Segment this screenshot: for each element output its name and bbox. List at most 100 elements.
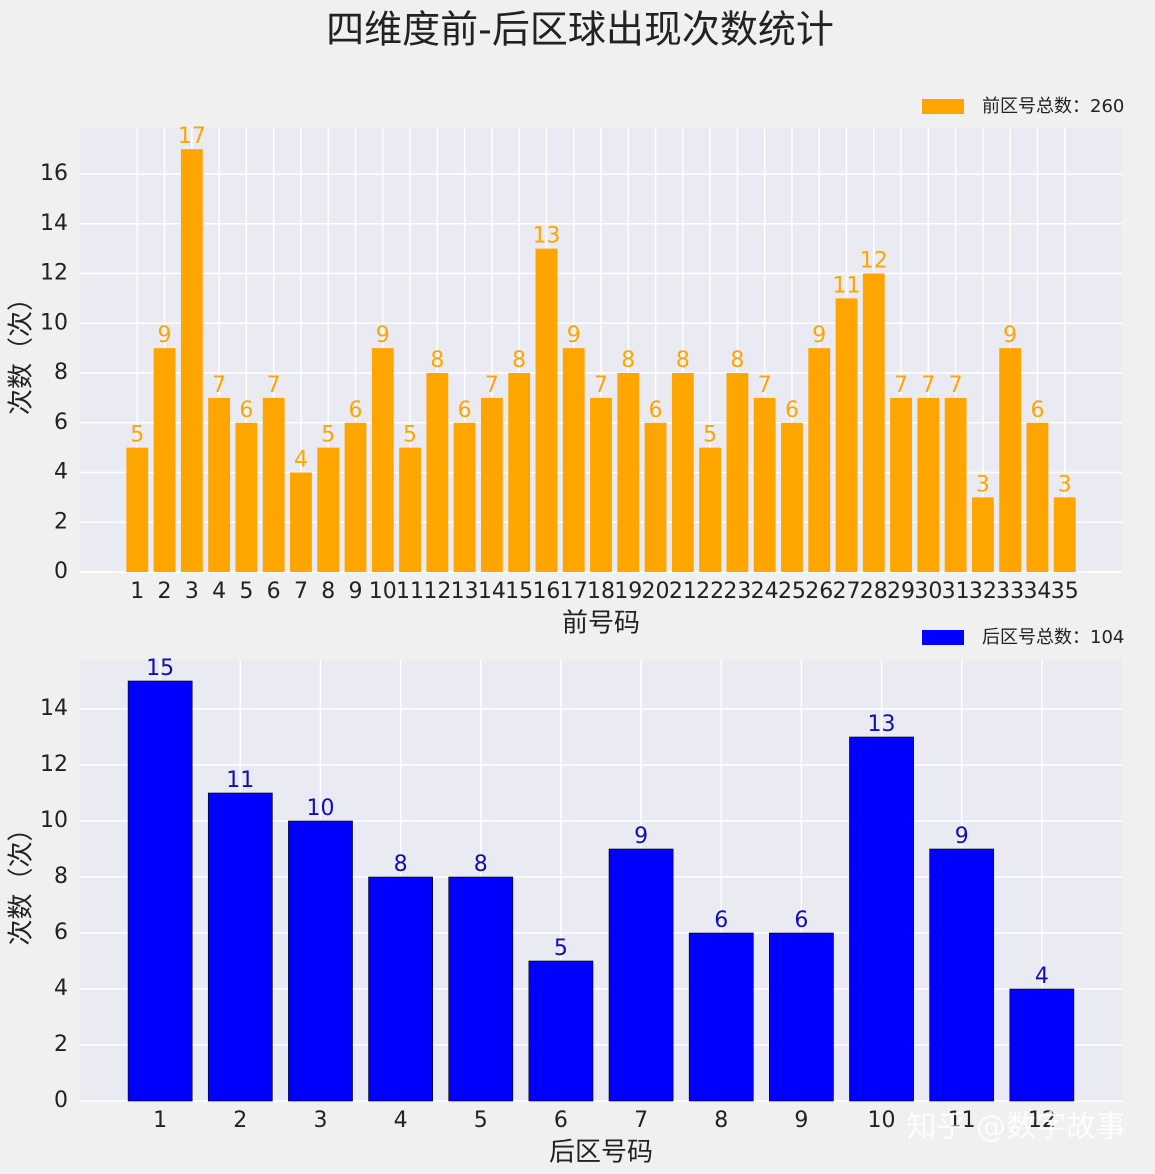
x-tick-label: 29 — [887, 579, 915, 604]
y-tick-label: 8 — [54, 360, 68, 385]
bar — [944, 397, 967, 572]
value-label: 8 — [474, 852, 488, 877]
x-tick-label: 16 — [532, 579, 560, 604]
bar — [508, 373, 531, 572]
bar — [769, 932, 834, 1102]
value-label: 7 — [594, 373, 608, 398]
value-label: 6 — [239, 398, 253, 423]
y-tick-label: 14 — [40, 696, 68, 721]
x-tick-label: 2 — [233, 1108, 247, 1133]
value-label: 7 — [485, 373, 499, 398]
value-label: 8 — [676, 348, 690, 373]
value-label: 7 — [758, 373, 772, 398]
bar — [726, 373, 749, 572]
bar — [127, 680, 193, 1102]
bar — [453, 422, 476, 572]
x-tick-label: 5 — [239, 579, 253, 604]
value-label: 6 — [349, 398, 363, 423]
x-tick-label: 1 — [153, 1108, 167, 1133]
value-label: 5 — [703, 423, 717, 448]
value-label: 6 — [1030, 398, 1044, 423]
value-label: 5 — [321, 423, 335, 448]
x-tick-label: 12 — [423, 579, 451, 604]
bar — [235, 422, 258, 572]
bar — [480, 397, 503, 572]
y-tick-label: 6 — [54, 920, 68, 945]
legend-swatch — [922, 99, 964, 114]
y-tick-label: 6 — [54, 410, 68, 435]
value-label: 5 — [403, 423, 417, 448]
value-label: 9 — [158, 323, 172, 348]
x-tick-label: 9 — [349, 579, 363, 604]
x-tick-label: 30 — [914, 579, 942, 604]
x-tick-label: 18 — [587, 579, 615, 604]
bar — [1026, 422, 1049, 572]
bar — [1053, 497, 1076, 572]
value-label: 4 — [294, 448, 308, 473]
y-axis-label: 次数（次） — [7, 815, 37, 945]
x-tick-label: 20 — [642, 579, 670, 604]
value-label: 6 — [649, 398, 663, 423]
bar — [528, 960, 594, 1102]
x-tick-label: 8 — [321, 579, 335, 604]
x-tick-label: 3 — [185, 579, 199, 604]
x-tick-label: 11 — [948, 1108, 976, 1133]
y-tick-label: 14 — [40, 211, 68, 236]
bar — [1009, 988, 1075, 1102]
x-tick-label: 11 — [396, 579, 424, 604]
value-label: 8 — [394, 852, 408, 877]
x-tick-label: 34 — [1023, 579, 1051, 604]
bar — [808, 348, 831, 572]
value-label: 11 — [832, 273, 860, 298]
bar — [699, 447, 722, 572]
x-tick-label: 4 — [394, 1108, 408, 1133]
y-axis-label: 次数（次） — [7, 285, 37, 415]
x-tick-label: 19 — [614, 579, 642, 604]
bar — [971, 497, 994, 572]
x-tick-label: 22 — [696, 579, 724, 604]
bar — [344, 422, 367, 572]
bar — [862, 273, 885, 572]
value-label: 5 — [130, 423, 144, 448]
value-label: 17 — [178, 124, 206, 149]
x-tick-label: 33 — [996, 579, 1024, 604]
bar — [399, 447, 421, 572]
y-tick-label: 0 — [54, 559, 68, 584]
legend-label: 前区号总数：260 — [982, 96, 1124, 117]
y-tick-label: 2 — [54, 509, 68, 534]
figure-title: 四维度前-后区球出现次数统计 — [326, 8, 834, 52]
bar — [448, 876, 514, 1102]
bar — [753, 397, 776, 572]
x-tick-label: 1 — [130, 579, 144, 604]
value-label: 10 — [306, 796, 334, 821]
bar — [999, 348, 1022, 572]
bar — [849, 736, 914, 1102]
y-tick-label: 10 — [40, 310, 68, 335]
x-tick-label: 27 — [832, 579, 860, 604]
x-tick-label: 24 — [751, 579, 779, 604]
bar — [126, 447, 149, 572]
x-tick-label: 23 — [723, 579, 751, 604]
x-tick-label: 8 — [714, 1108, 728, 1133]
watermark: 知乎 @数字故事 — [906, 1110, 1126, 1145]
x-tick-label: 26 — [805, 579, 833, 604]
value-label: 7 — [894, 373, 908, 398]
bar — [153, 348, 176, 572]
bar — [207, 792, 273, 1102]
x-tick-label: 17 — [560, 579, 588, 604]
bar — [917, 397, 940, 572]
value-label: 15 — [146, 656, 174, 681]
x-tick-label: 9 — [794, 1108, 808, 1133]
bar — [535, 248, 558, 572]
y-tick-label: 4 — [54, 976, 68, 1001]
legend-swatch — [922, 630, 964, 645]
y-tick-label: 2 — [54, 1032, 68, 1057]
value-label: 7 — [267, 373, 281, 398]
value-label: 3 — [1058, 472, 1072, 497]
bar — [671, 373, 694, 572]
bar — [368, 876, 433, 1102]
x-tick-label: 21 — [669, 579, 697, 604]
x-tick-label: 28 — [860, 579, 888, 604]
value-label: 9 — [567, 323, 581, 348]
